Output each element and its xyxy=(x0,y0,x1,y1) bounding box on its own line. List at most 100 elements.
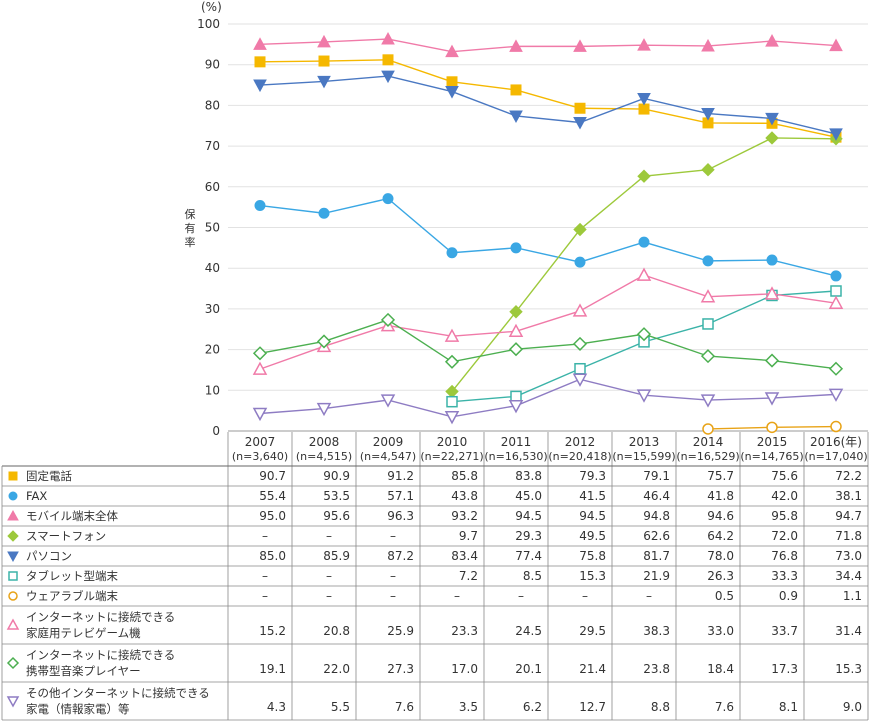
data-point xyxy=(253,79,267,93)
table-value: 49.5 xyxy=(579,529,606,543)
table-value: 79.3 xyxy=(579,469,606,483)
category-year: 2015 xyxy=(757,435,788,449)
data-point xyxy=(252,407,268,422)
data-point xyxy=(830,285,842,297)
data-point xyxy=(637,169,651,183)
table-value: – xyxy=(326,589,332,603)
category-n: (n=17,040) xyxy=(804,450,867,463)
data-point xyxy=(638,103,650,115)
data-point xyxy=(380,312,396,327)
table-value: 9.0 xyxy=(843,700,862,714)
data-point xyxy=(573,39,587,52)
table-value: 23.3 xyxy=(451,624,478,638)
table-value: 0.9 xyxy=(779,589,798,603)
table-value: 45.0 xyxy=(515,489,542,503)
table-value: 15.3 xyxy=(835,662,862,676)
table-value: 75.6 xyxy=(771,469,798,483)
table-value: – xyxy=(390,529,396,543)
table-value: 78.0 xyxy=(707,549,734,563)
category-n: (n=14,765) xyxy=(740,450,803,463)
data-point xyxy=(508,400,524,414)
table-value: 96.3 xyxy=(387,509,414,523)
table-value: 5.5 xyxy=(331,700,350,714)
series-line xyxy=(259,274,837,370)
data-point xyxy=(765,112,779,126)
table-value: 7.2 xyxy=(459,569,478,583)
category-year: 2011 xyxy=(501,435,532,449)
data-point xyxy=(636,267,652,281)
data-point xyxy=(254,56,266,68)
category-n: (n=16,529) xyxy=(676,450,739,463)
y-tick-label: 60 xyxy=(205,180,220,194)
legend-marker xyxy=(8,491,18,501)
data-point xyxy=(765,131,779,145)
data-point xyxy=(446,76,458,88)
series-name: モバイル端末全体 xyxy=(26,509,118,523)
table-value: 6.2 xyxy=(523,700,542,714)
table-value: 46.4 xyxy=(643,489,670,503)
y-tick-label: 70 xyxy=(205,139,220,153)
data-point xyxy=(830,270,842,282)
table-value: 8.1 xyxy=(779,700,798,714)
series-line xyxy=(259,38,837,53)
table-value: – xyxy=(262,569,268,583)
data-point xyxy=(700,289,716,303)
table-value: 12.7 xyxy=(579,700,606,714)
table-value: 76.8 xyxy=(771,549,798,563)
legend-marker xyxy=(8,571,18,581)
category-n: (n=16,530) xyxy=(484,450,547,463)
table-value: 23.8 xyxy=(643,662,670,676)
data-point xyxy=(573,222,587,237)
category-n: (n=3,640) xyxy=(232,450,288,463)
data-point xyxy=(381,32,395,45)
data-point xyxy=(829,38,843,52)
data-point xyxy=(446,247,458,259)
series-name: FAX xyxy=(26,489,47,503)
data-point xyxy=(702,318,714,330)
table-value: 94.6 xyxy=(707,509,734,523)
series-name: 家庭用テレビゲーム機 xyxy=(26,626,141,640)
table-value: 15.2 xyxy=(259,624,286,638)
data-point xyxy=(765,34,779,47)
table-value: 75.7 xyxy=(707,469,734,483)
table-value: 85.8 xyxy=(451,469,478,483)
category-n: (n=20,418) xyxy=(548,450,611,463)
table-value: – xyxy=(582,589,588,603)
data-point xyxy=(380,394,396,408)
data-point xyxy=(700,394,716,408)
table-value: 1.1 xyxy=(843,589,862,603)
table-value: 31.4 xyxy=(835,624,862,638)
data-point xyxy=(636,389,652,403)
table-value: 24.5 xyxy=(515,624,542,638)
data-point xyxy=(382,193,394,205)
data-point xyxy=(510,390,522,403)
data-point xyxy=(510,84,522,96)
table-value: 15.3 xyxy=(579,569,606,583)
data-point xyxy=(828,295,844,309)
table-value: 64.2 xyxy=(707,529,734,543)
series-line xyxy=(259,197,837,277)
table-value: – xyxy=(326,569,332,583)
table-value: – xyxy=(390,569,396,583)
category-year: 2009 xyxy=(373,435,404,449)
data-point xyxy=(444,354,460,369)
data-point xyxy=(637,92,651,106)
data-point xyxy=(445,44,459,58)
data-point xyxy=(702,255,714,267)
legend-marker xyxy=(6,618,20,630)
series-line xyxy=(259,319,837,370)
y-tick-label: 80 xyxy=(205,98,220,112)
table-value: 34.4 xyxy=(835,569,862,583)
table-value: – xyxy=(262,529,268,543)
series-name: パソコン xyxy=(26,549,72,563)
table-value: 33.7 xyxy=(771,624,798,638)
y-axis-unit: (%) xyxy=(201,0,222,14)
table-value: 95.0 xyxy=(259,509,286,523)
legend-marker xyxy=(7,551,19,563)
data-point xyxy=(446,395,458,408)
table-value: 42.0 xyxy=(771,489,798,503)
data-point xyxy=(574,362,586,375)
category-n: (n=15,599) xyxy=(612,450,675,463)
data-point xyxy=(382,54,394,66)
data-point xyxy=(318,55,330,67)
